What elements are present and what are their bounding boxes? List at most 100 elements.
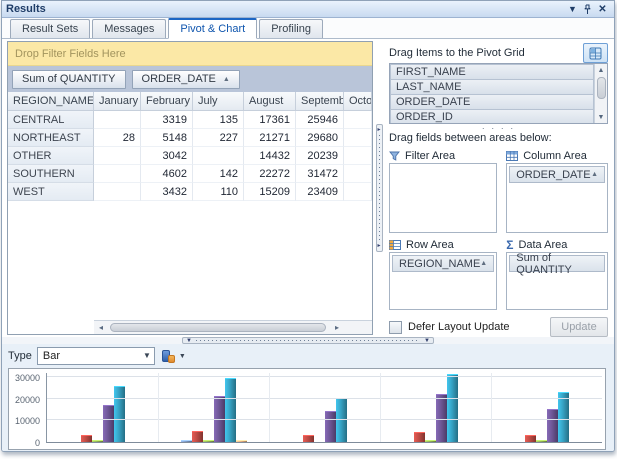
vertical-splitter-handle[interactable]: ▸ ▸ xyxy=(375,124,383,252)
tab-result-sets[interactable]: Result Sets xyxy=(10,19,91,38)
splitter-collapse-icon[interactable]: ▼ xyxy=(424,337,430,344)
scroll-left-icon[interactable]: ◂ xyxy=(98,323,103,332)
list-resize-handle[interactable]: · · · · xyxy=(481,122,516,133)
chevron-down-icon[interactable]: ▼ xyxy=(178,352,186,360)
tab-profiling[interactable]: Profiling xyxy=(259,19,323,38)
defer-layout-checkbox[interactable] xyxy=(389,320,402,334)
pin-icon[interactable] xyxy=(580,2,595,16)
splitter-collapse-icon[interactable]: ▸ xyxy=(377,243,381,249)
chart-type-select[interactable]: Bar ▼ xyxy=(36,347,155,365)
data-cell: 31472 xyxy=(296,165,344,183)
category-gridline xyxy=(491,373,492,442)
filter-area-header: Filter Area xyxy=(389,148,497,163)
data-cell: 3319 xyxy=(141,111,193,129)
column-header-august[interactable]: August xyxy=(244,92,296,111)
tab-messages[interactable]: Messages xyxy=(92,19,167,38)
close-icon[interactable]: ✕ xyxy=(598,3,607,15)
scroll-right-icon[interactable]: ▸ xyxy=(334,323,339,332)
area-field-label: Sum of QUANTITY xyxy=(516,251,572,276)
column-area-box[interactable]: ORDER_DATE ▲ xyxy=(506,163,608,233)
data-cell: 22272 xyxy=(244,165,296,183)
areas-label: Drag fields between areas below: xyxy=(389,132,552,144)
category-gridline xyxy=(158,373,159,442)
data-cell xyxy=(344,111,372,129)
filter-area-box[interactable] xyxy=(389,163,498,233)
pivot-row-central: CENTRAL 3319 135 17361 25946 xyxy=(8,111,372,129)
chevron-down-icon[interactable]: ▼ xyxy=(142,351,151,360)
column-header-january[interactable]: January xyxy=(94,92,141,111)
area-field-sum-of-quantity[interactable]: Sum of QUANTITY xyxy=(509,252,605,276)
column-field-button[interactable]: ORDER_DATE ▲ xyxy=(131,69,240,89)
row-area-label: Row Area xyxy=(406,238,454,251)
chooser-header: Drag Items to the Pivot Grid xyxy=(389,43,608,63)
bar-september xyxy=(224,378,236,442)
data-area-box[interactable]: Sum of QUANTITY xyxy=(506,252,608,310)
column-header-october[interactable]: October xyxy=(344,92,372,111)
bar-group-northeast xyxy=(158,373,269,442)
data-cell: 135 xyxy=(193,111,244,129)
bar-february xyxy=(80,434,92,442)
column-area-label: Column Area xyxy=(523,149,587,162)
horizontal-splitter-handle[interactable]: ▼ ▼ xyxy=(182,337,434,344)
row-area-box[interactable]: REGION_NAME ▲ xyxy=(389,252,498,310)
field-list-item-last-name[interactable]: LAST_NAME xyxy=(390,79,594,94)
bar-january xyxy=(180,440,192,442)
y-tick-label: 10000 xyxy=(14,416,40,427)
tab-pivot-chart[interactable]: Pivot & Chart xyxy=(168,18,258,39)
vscroll-thumb[interactable] xyxy=(596,77,606,99)
pivot-grid-panel: Drop Filter Fields Here Sum of QUANTITY … xyxy=(7,41,373,335)
column-header-september[interactable]: September xyxy=(296,92,344,111)
data-field-button[interactable]: Sum of QUANTITY xyxy=(12,69,126,89)
data-cell: 227 xyxy=(193,129,244,147)
field-list-scrollbar[interactable]: ▲ ▼ xyxy=(594,64,607,123)
bar-group-other xyxy=(269,373,380,442)
area-field-region-name[interactable]: REGION_NAME ▲ xyxy=(392,255,495,272)
chart-wizard-button[interactable]: ▼ xyxy=(160,348,188,364)
data-area-header: Σ Data Area xyxy=(506,237,608,252)
pivot-row-west: WEST 3432 110 15209 23409 xyxy=(8,183,372,201)
splitter-collapse-icon[interactable]: ▼ xyxy=(186,337,192,344)
data-cell xyxy=(344,165,372,183)
sigma-icon: Σ xyxy=(506,237,514,252)
pivot-hscrollbar[interactable]: ◂ ▸ xyxy=(94,320,372,334)
column-area-header: Column Area xyxy=(506,148,608,163)
filter-area-label: Filter Area xyxy=(405,149,456,162)
defer-row: Defer Layout Update Update xyxy=(389,317,608,337)
field-list-item-order-id[interactable]: ORDER_ID xyxy=(390,109,594,123)
pivot-grid-icon-button[interactable] xyxy=(583,43,608,63)
horizontal-splitter[interactable]: ▼ ▼ xyxy=(2,337,614,344)
scroll-down-icon[interactable]: ▼ xyxy=(597,113,605,121)
hscroll-thumb[interactable] xyxy=(110,323,326,332)
field-list-item-first-name[interactable]: FIRST_NAME xyxy=(390,64,594,79)
column-header-july[interactable]: July xyxy=(193,92,244,111)
window-title: Results xyxy=(6,3,46,15)
field-list-item-order-date[interactable]: ORDER_DATE xyxy=(390,94,594,109)
splitter-collapse-icon[interactable]: ▸ xyxy=(377,127,381,133)
bar-february xyxy=(191,430,203,442)
area-field-order-date[interactable]: ORDER_DATE ▲ xyxy=(509,166,605,183)
area-field-label: REGION_NAME xyxy=(399,257,481,270)
chart-wizard-icon-accent xyxy=(167,355,175,363)
main-area: Drop Filter Fields Here Sum of QUANTITY … xyxy=(2,39,614,337)
bar-august xyxy=(324,410,336,442)
bar-july xyxy=(202,440,214,442)
row-field-header[interactable]: REGION_NAME▲ xyxy=(8,92,94,111)
data-cell: 28 xyxy=(94,129,141,147)
vertical-splitter[interactable]: ▸ ▸ xyxy=(373,39,385,337)
pivot-row-northeast: NORTHEAST 28 5148 227 21271 29680 xyxy=(8,129,372,147)
data-cell: 4602 xyxy=(141,165,193,183)
data-cell xyxy=(344,129,372,147)
window-menu-icon[interactable]: ▼ xyxy=(568,4,577,14)
column-header-february[interactable]: February xyxy=(141,92,193,111)
update-button[interactable]: Update xyxy=(550,317,608,337)
data-cell xyxy=(94,165,141,183)
chart-panel: Type Bar ▼ ▼ 0 10000 20000 30000 xyxy=(2,344,614,451)
pivot-fields-row: Sum of QUANTITY ORDER_DATE ▲ xyxy=(8,66,372,92)
bar-chart: 0 10000 20000 30000 xyxy=(8,368,606,450)
scroll-up-icon[interactable]: ▲ xyxy=(597,66,605,74)
filter-drop-zone[interactable]: Drop Filter Fields Here xyxy=(8,42,372,66)
data-cell: 110 xyxy=(193,183,244,201)
y-tick-label: 0 xyxy=(34,438,40,448)
row-header: NORTHEAST xyxy=(8,129,94,147)
